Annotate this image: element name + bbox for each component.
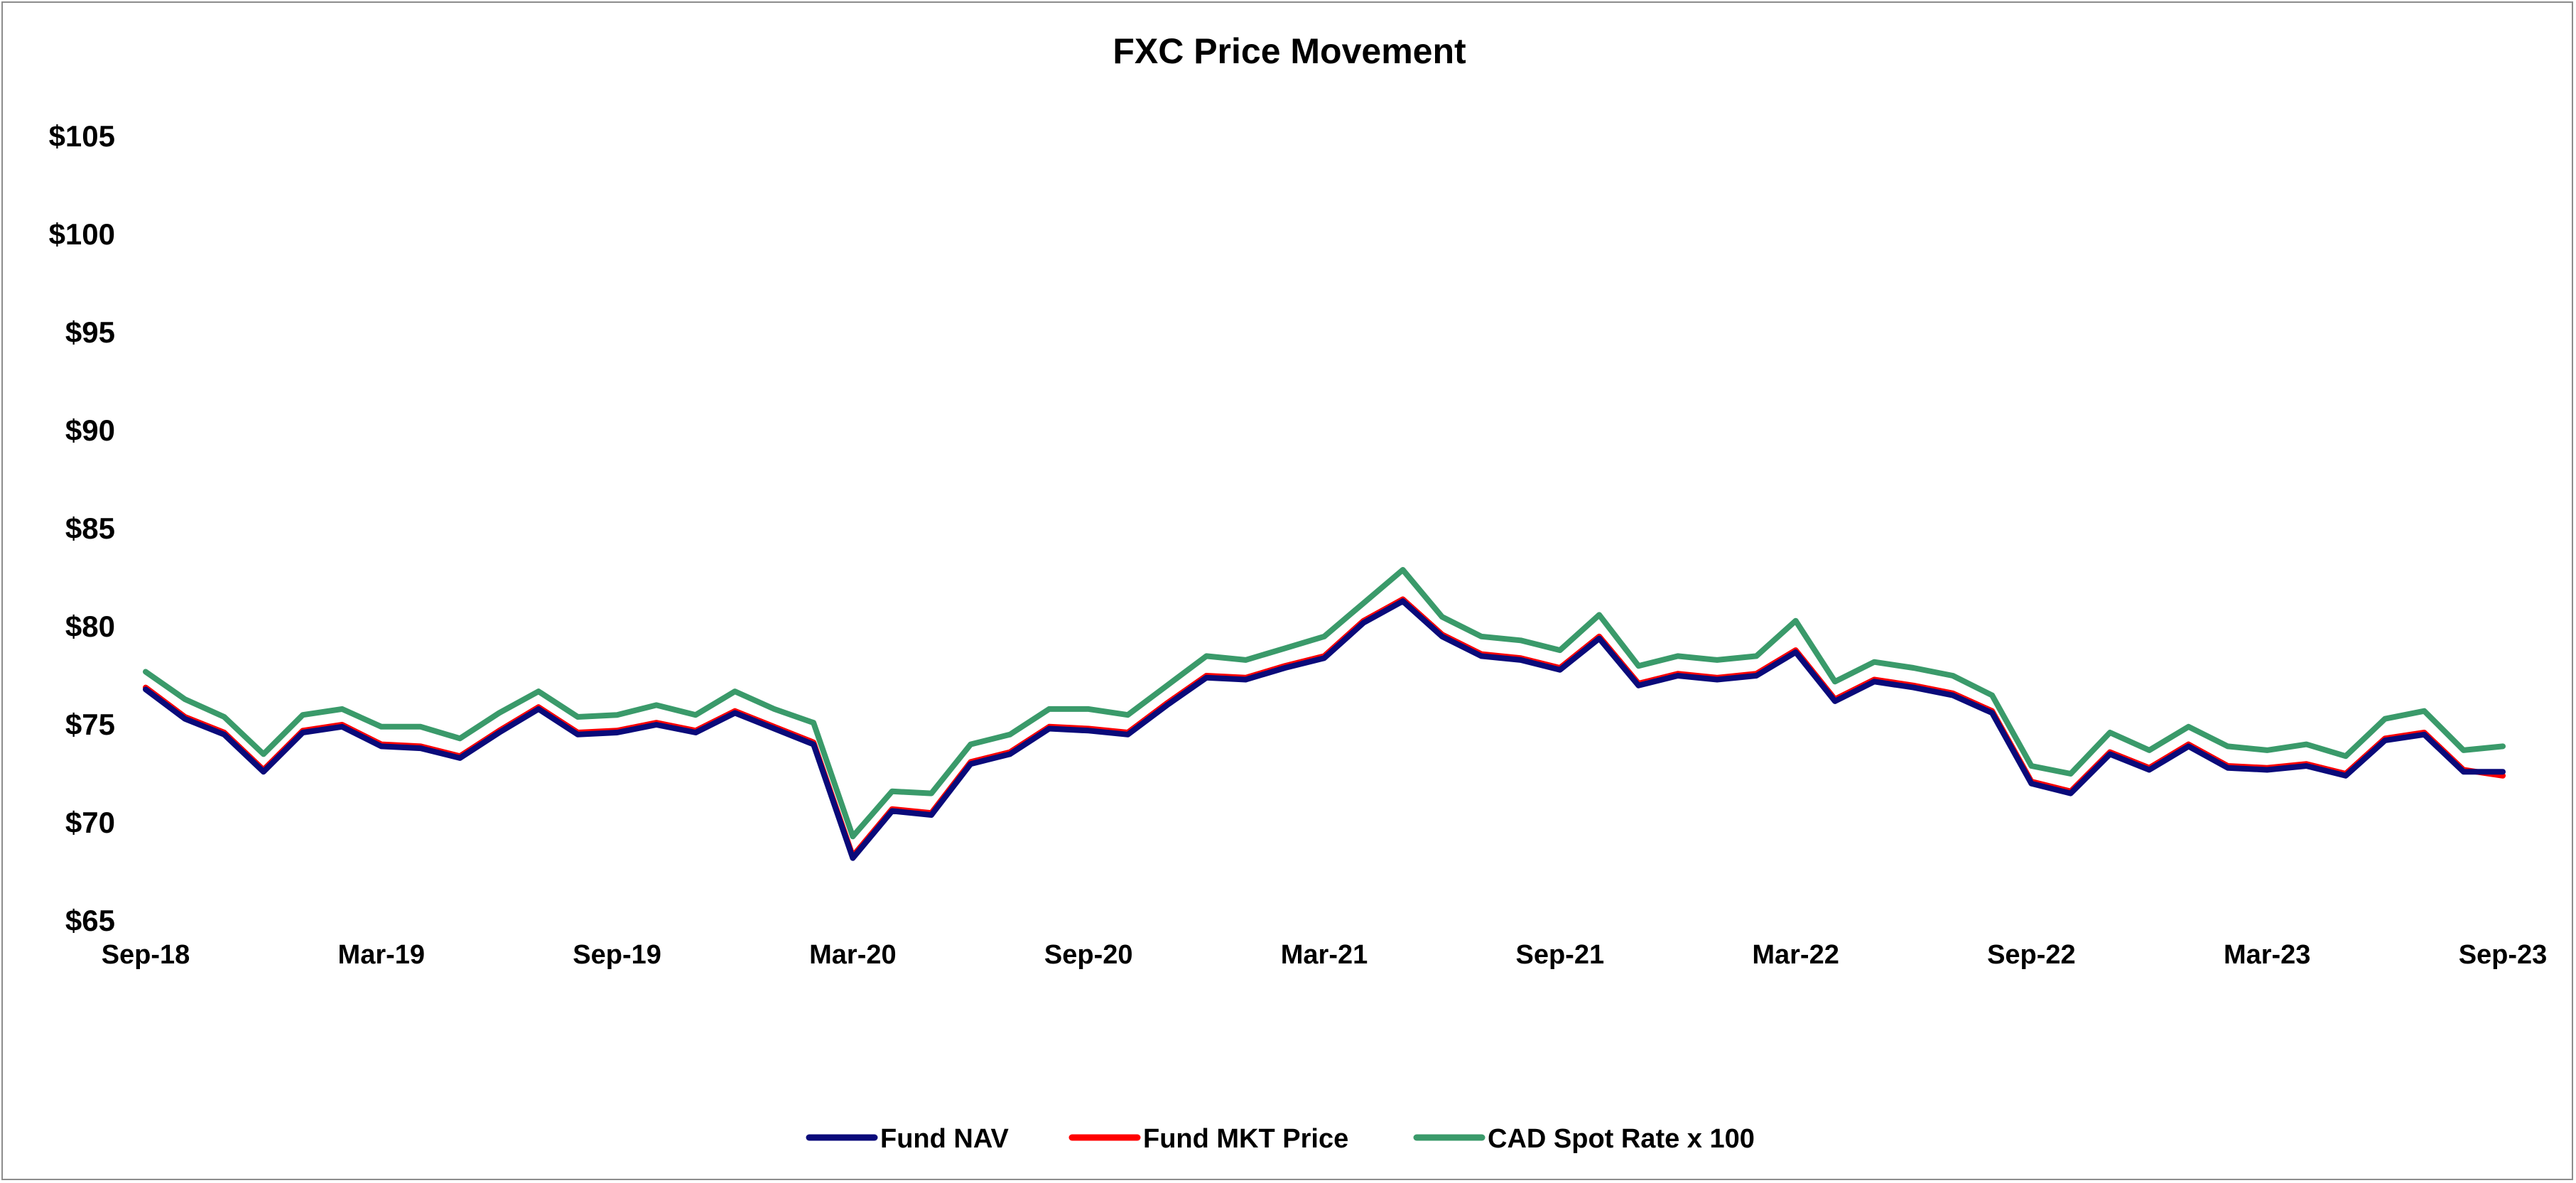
- y-tick-label: $95: [65, 315, 115, 349]
- x-tick-label: Sep-19: [573, 940, 661, 970]
- x-tick-label: Sep-22: [1987, 940, 2076, 970]
- y-tick-label: $90: [65, 414, 115, 447]
- y-axis: $65 $70 $75 $80 $85 $90 $95 $100 $105: [49, 119, 115, 937]
- y-tick-label: $85: [65, 512, 115, 545]
- y-tick-label: $105: [49, 119, 115, 153]
- x-tick-label: Mar-19: [338, 940, 426, 970]
- x-tick-label: Mar-23: [2224, 940, 2311, 970]
- plot-lines: [143, 567, 2506, 861]
- series-line-2: [143, 567, 2506, 840]
- legend-label: CAD Spot Rate x 100: [1488, 1124, 1755, 1154]
- x-axis: Sep-18 Mar-19 Sep-19 Mar-20 Sep-20 Mar-21 Sep-…: [102, 940, 2548, 970]
- chart-title: FXC Price Movement: [1113, 31, 1466, 71]
- legend: Fund NAV Fund MKT Price CAD Spot Rate x 10…: [806, 1124, 1755, 1154]
- y-tick-label: $100: [49, 217, 115, 251]
- y-tick-label: $70: [65, 806, 115, 839]
- legend-label: Fund MKT Price: [1143, 1124, 1348, 1154]
- x-tick-label: Mar-21: [1281, 940, 1368, 970]
- x-tick-label: Sep-23: [2459, 940, 2548, 970]
- y-tick-label: $65: [65, 904, 115, 937]
- x-tick-label: Sep-20: [1044, 940, 1133, 970]
- x-tick-label: Mar-20: [809, 940, 897, 970]
- chart-svg: FXC Price Movement $65 $70 $75 $80 $85 $90 $95…: [49, 31, 2548, 1154]
- x-tick-label: Mar-22: [1752, 940, 1839, 970]
- y-tick-label: $75: [65, 708, 115, 741]
- y-tick-label: $80: [65, 610, 115, 643]
- legend-label: Fund NAV: [880, 1124, 1009, 1154]
- x-tick-label: Sep-18: [102, 940, 190, 970]
- x-tick-label: Sep-21: [1515, 940, 1604, 970]
- series-line-0: [143, 598, 2506, 861]
